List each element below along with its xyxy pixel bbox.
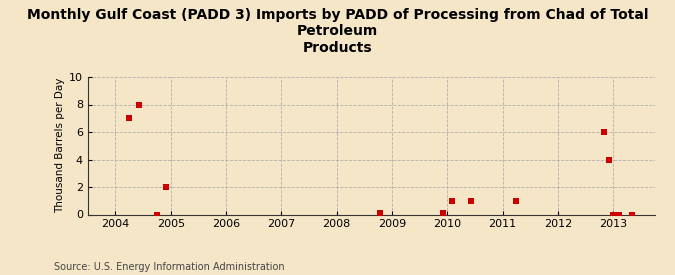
Point	[151, 212, 162, 217]
Point	[375, 211, 385, 216]
Point	[511, 199, 522, 203]
Y-axis label: Thousand Barrels per Day: Thousand Barrels per Day	[55, 78, 65, 213]
Point	[446, 199, 457, 203]
Point	[465, 199, 476, 203]
Point	[599, 130, 610, 134]
Point	[603, 157, 614, 162]
Point	[608, 212, 619, 217]
Text: Source: U.S. Energy Information Administration: Source: U.S. Energy Information Administ…	[54, 262, 285, 272]
Point	[626, 212, 637, 217]
Point	[614, 212, 624, 217]
Point	[437, 211, 448, 216]
Point	[133, 102, 144, 107]
Point	[161, 185, 171, 189]
Point	[124, 116, 134, 120]
Text: Monthly Gulf Coast (PADD 3) Imports by PADD of Processing from Chad of Total Pet: Monthly Gulf Coast (PADD 3) Imports by P…	[27, 8, 648, 55]
